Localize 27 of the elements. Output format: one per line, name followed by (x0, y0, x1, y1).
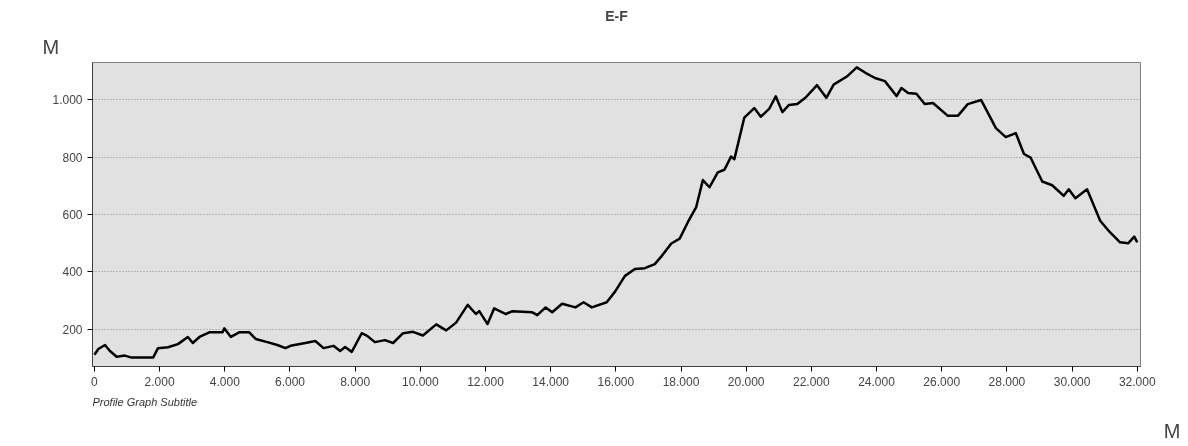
x-tick-label: 30.000 (1053, 374, 1091, 389)
line-series (93, 66, 1139, 359)
x-tick-label: 8.000 (340, 374, 371, 389)
y-tick-label: 200 (62, 322, 83, 337)
x-tick-label: 14.000 (532, 374, 570, 389)
x-tick-label: 26.000 (923, 374, 961, 389)
x-tick-label: 10.000 (401, 374, 439, 389)
y-axis-title: M (42, 35, 60, 58)
x-tick-label: 16.000 (597, 374, 635, 389)
y-tick-label: 1.000 (52, 93, 83, 108)
x-tick-label: 18.000 (662, 374, 700, 389)
y-tick-label: 400 (62, 265, 83, 280)
chart-title: E-F (605, 7, 629, 24)
x-tick-label: 4.000 (209, 374, 241, 389)
x-tick-label: 12.000 (467, 374, 505, 389)
x-tick-label: 20.000 (727, 374, 765, 389)
x-tick-label: 28.000 (988, 374, 1026, 389)
x-axis-title: M (1163, 419, 1181, 442)
x-tick-label: 32.000 (1118, 374, 1156, 389)
text: Profile Graph Subtitle (92, 395, 198, 408)
x-tick-label: 2.000 (144, 374, 175, 389)
x-tick-label: 24.000 (858, 374, 896, 389)
x-tick-label: 0 (91, 374, 99, 389)
x-tick-label: 22.000 (793, 374, 831, 389)
x-tick-label: 6.000 (274, 374, 306, 389)
y-tick-label: 600 (62, 208, 83, 222)
y-tick-label: 800 (62, 150, 83, 165)
